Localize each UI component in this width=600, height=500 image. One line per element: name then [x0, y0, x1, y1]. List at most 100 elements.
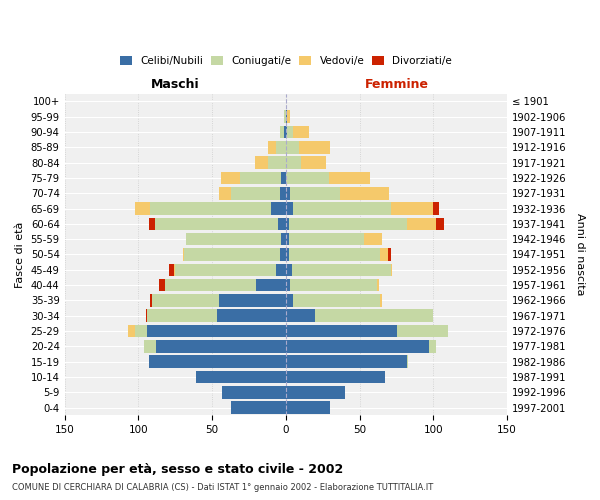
Bar	[150, 202, 271, 215]
Bar	[407, 218, 436, 230]
Bar	[429, 340, 436, 352]
Bar	[287, 110, 290, 123]
Bar	[220, 294, 286, 306]
Y-axis label: Anni di nascita: Anni di nascita	[575, 213, 585, 296]
Bar	[316, 310, 433, 322]
Bar	[255, 156, 268, 169]
Bar	[380, 294, 382, 306]
Bar	[391, 264, 392, 276]
Bar	[286, 279, 290, 291]
Bar	[436, 218, 444, 230]
Bar	[149, 356, 286, 368]
Bar	[275, 264, 286, 276]
Bar	[340, 187, 389, 200]
Bar	[175, 264, 275, 276]
Bar	[286, 325, 397, 338]
Bar	[329, 172, 370, 184]
Bar	[136, 202, 150, 215]
Bar	[299, 141, 330, 154]
Bar	[128, 325, 136, 338]
Bar	[268, 156, 286, 169]
Bar	[286, 126, 287, 138]
Bar	[196, 370, 286, 384]
Bar	[286, 340, 429, 352]
Bar	[286, 310, 316, 322]
Bar	[278, 218, 286, 230]
Bar	[169, 264, 174, 276]
Bar	[280, 187, 286, 200]
Bar	[159, 279, 165, 291]
Bar	[377, 279, 379, 291]
Bar	[221, 172, 240, 184]
Bar	[152, 294, 220, 306]
Bar	[293, 294, 380, 306]
Bar	[286, 294, 293, 306]
Bar	[240, 172, 281, 184]
Bar	[147, 310, 217, 322]
Bar	[256, 279, 286, 291]
Bar	[289, 233, 364, 245]
Bar	[220, 187, 231, 200]
Bar	[380, 248, 388, 261]
Bar	[286, 264, 292, 276]
Bar	[289, 248, 380, 261]
Bar	[281, 233, 286, 245]
Legend: Celibi/Nubili, Coniugati/e, Vedovi/e, Divorziati/e: Celibi/Nubili, Coniugati/e, Vedovi/e, Di…	[118, 54, 454, 68]
Bar	[280, 248, 286, 261]
Bar	[165, 279, 256, 291]
Bar	[293, 202, 391, 215]
Bar	[284, 126, 286, 138]
Bar	[286, 218, 289, 230]
Bar	[174, 264, 175, 276]
Bar	[286, 141, 299, 154]
Bar	[286, 233, 289, 245]
Y-axis label: Fasce di età: Fasce di età	[15, 222, 25, 288]
Bar	[185, 233, 281, 245]
Bar	[388, 248, 391, 261]
Bar	[155, 218, 278, 230]
Bar	[397, 325, 448, 338]
Bar	[149, 218, 155, 230]
Bar	[290, 187, 340, 200]
Bar	[286, 248, 289, 261]
Bar	[150, 294, 152, 306]
Bar	[275, 141, 286, 154]
Text: Femmine: Femmine	[365, 78, 428, 90]
Text: COMUNE DI CERCHIARA DI CALABRIA (CS) - Dati ISTAT 1° gennaio 2002 - Elaborazione: COMUNE DI CERCHIARA DI CALABRIA (CS) - D…	[12, 482, 433, 492]
Bar	[184, 248, 280, 261]
Bar	[223, 386, 286, 398]
Bar	[147, 325, 286, 338]
Bar	[286, 156, 301, 169]
Bar	[286, 187, 290, 200]
Bar	[286, 402, 330, 414]
Bar	[146, 310, 147, 322]
Bar	[290, 279, 377, 291]
Bar	[281, 172, 286, 184]
Bar	[289, 218, 407, 230]
Bar	[286, 110, 287, 123]
Bar	[268, 141, 275, 154]
Bar	[433, 202, 439, 215]
Bar	[391, 202, 433, 215]
Bar	[286, 386, 345, 398]
Bar	[144, 340, 156, 352]
Bar	[286, 356, 407, 368]
Bar	[136, 325, 147, 338]
Bar	[293, 126, 310, 138]
Text: Popolazione per età, sesso e stato civile - 2002: Popolazione per età, sesso e stato civil…	[12, 462, 343, 475]
Bar	[407, 356, 409, 368]
Bar	[364, 233, 382, 245]
Bar	[280, 126, 284, 138]
Bar	[182, 248, 184, 261]
Bar	[217, 310, 286, 322]
Bar	[292, 264, 391, 276]
Bar	[271, 202, 286, 215]
Bar	[156, 340, 286, 352]
Bar	[287, 126, 293, 138]
Bar	[284, 110, 286, 123]
Text: Maschi: Maschi	[151, 78, 200, 90]
Bar	[286, 202, 293, 215]
Bar	[231, 402, 286, 414]
Bar	[231, 187, 280, 200]
Bar	[286, 172, 329, 184]
